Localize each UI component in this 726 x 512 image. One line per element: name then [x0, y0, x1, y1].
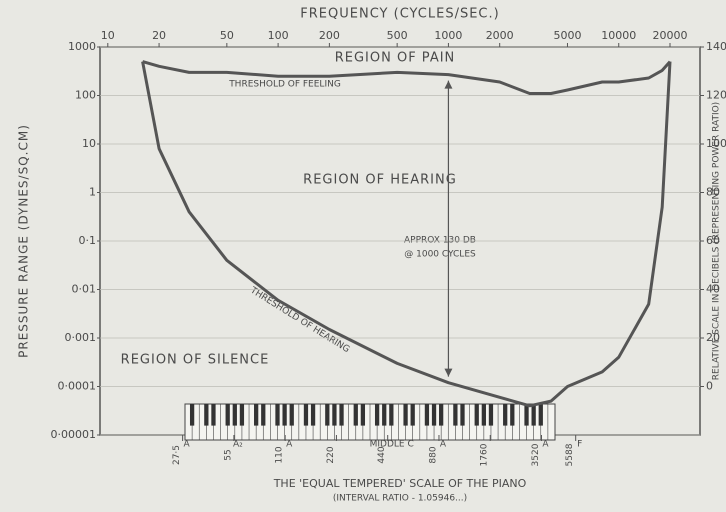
x-tick-label: 10	[101, 29, 115, 42]
piano-black-key	[460, 404, 465, 426]
piano-black-key	[211, 404, 216, 426]
x-tick-label: 5000	[553, 29, 581, 42]
curve-label: THRESHOLD OF FEELING	[228, 80, 341, 90]
note-frequency: 1760	[480, 443, 490, 466]
x-tick-label: 10000	[601, 29, 636, 42]
y2-tick-label: 60	[706, 234, 720, 247]
x-tick-label: 200	[319, 29, 340, 42]
series-line	[141, 61, 672, 408]
arrow-head	[444, 80, 453, 89]
piano-black-key	[524, 404, 529, 426]
region-label: REGION OF SILENCE	[121, 353, 270, 368]
piano-black-key	[232, 404, 237, 426]
y-tick-label: 10	[82, 137, 96, 150]
piano-black-key	[360, 404, 366, 426]
piano-black-key	[453, 404, 458, 426]
y2-tick-label: 100	[706, 137, 726, 150]
chart-title: FREQUENCY (CYCLES/SEC.)	[300, 7, 499, 22]
note-name: A	[440, 440, 447, 450]
y2-tick-label: 0	[706, 380, 713, 393]
piano-black-key	[353, 404, 358, 426]
piano-black-key	[382, 404, 387, 426]
piano-black-key	[410, 404, 415, 426]
note-frequency: 3520	[531, 443, 541, 466]
y-tick-label: 0·1	[79, 234, 97, 247]
x-tick-label: 20	[152, 29, 166, 42]
y-tick-label: 1	[89, 186, 96, 199]
x-tick-label: 2000	[486, 29, 514, 42]
arrow-head	[444, 368, 453, 377]
x-tick-label: 50	[220, 29, 234, 42]
piano-black-key	[474, 404, 479, 426]
x-tick-label: 1000	[434, 29, 462, 42]
piano-black-key	[439, 404, 444, 426]
note-frequency: 27·5	[172, 445, 182, 465]
y-tick-label: 0·00001	[51, 428, 97, 441]
piano-black-key	[488, 404, 494, 426]
piano-black-key	[282, 404, 287, 426]
y-axis-label: PRESSURE RANGE (DYNES/SQ.CM)	[17, 124, 31, 358]
annotation: @ 1000 CYCLES	[404, 250, 476, 260]
note-frequency: 440	[377, 446, 387, 463]
y2-tick-label: 140	[706, 40, 726, 53]
piano-black-key	[310, 404, 316, 426]
piano-black-key	[189, 404, 195, 426]
x-tick-label: 100	[268, 29, 289, 42]
piano-black-key	[289, 404, 294, 426]
y2-tick-label: 120	[706, 89, 726, 102]
piano-black-key	[424, 404, 430, 426]
piano-black-key	[261, 404, 266, 426]
x-axis-sublabel: (INTERVAL RATIO - 1.05946...)	[333, 494, 467, 504]
x-axis-label: THE 'EQUAL TEMPERED' SCALE OF THE PIANO	[273, 477, 527, 490]
piano-black-key	[481, 404, 486, 426]
y2-tick-label: 20	[706, 331, 720, 344]
region-label: REGION OF PAIN	[335, 51, 456, 66]
note-frequency: 880	[428, 446, 438, 463]
curve-label: THRESHOLD OF HEARING	[248, 285, 352, 355]
x-tick-label: 500	[387, 29, 408, 42]
y2-tick-label: 80	[706, 186, 720, 199]
piano-black-key	[389, 404, 394, 426]
note-name: MIDDLE C	[370, 440, 414, 450]
piano-black-key	[374, 404, 380, 426]
y-tick-label: 0·01	[72, 283, 97, 296]
annotation: APPROX 130 DB	[404, 236, 476, 246]
note-name: A₂	[233, 440, 243, 450]
y-tick-label: 0·001	[65, 331, 97, 344]
piano-black-key	[531, 404, 536, 426]
piano-black-key	[275, 404, 280, 426]
region-label: REGION OF HEARING	[303, 173, 457, 188]
x-tick-label: 20000	[653, 29, 688, 42]
series-line	[142, 60, 672, 95]
piano-black-key	[538, 404, 543, 426]
note-frequency: 110	[275, 446, 285, 463]
piano-black-key	[503, 404, 508, 426]
note-frequency: 220	[326, 446, 336, 463]
y-tick-label: 100	[75, 89, 96, 102]
y-tick-label: 0·0001	[58, 380, 97, 393]
piano-black-key	[510, 404, 515, 426]
piano-black-key	[254, 404, 259, 426]
note-name: F	[577, 440, 582, 450]
note-name: A	[286, 440, 293, 450]
piano-black-key	[332, 404, 337, 426]
note-name: A	[542, 440, 549, 450]
note-name: A	[184, 440, 191, 450]
piano-black-key	[303, 404, 309, 426]
y-tick-label: 1000	[68, 40, 96, 53]
piano-black-key	[239, 404, 245, 426]
note-frequency: 55	[223, 449, 233, 460]
y2-tick-label: 40	[706, 283, 720, 296]
piano-black-key	[225, 404, 230, 426]
note-frequency: 5588	[565, 443, 575, 466]
piano-black-key	[339, 404, 344, 426]
piano-black-key	[403, 404, 408, 426]
y2-axis-label: RELATIVE SCALE IN DECIBELS (REPRESENTING…	[712, 102, 722, 380]
piano-black-key	[325, 404, 330, 426]
piano-black-key	[204, 404, 209, 426]
piano-black-key	[431, 404, 437, 426]
